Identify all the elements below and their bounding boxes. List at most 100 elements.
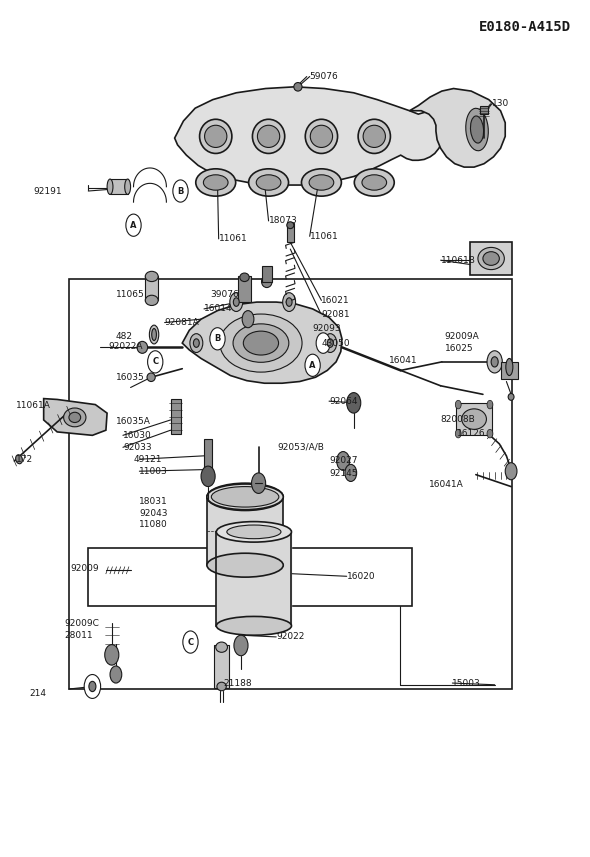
Text: 92145: 92145 (329, 470, 358, 478)
Ellipse shape (301, 169, 342, 196)
Bar (214, 645, 230, 688)
Bar (145, 277, 158, 300)
Ellipse shape (145, 296, 158, 305)
Ellipse shape (358, 119, 391, 153)
Ellipse shape (207, 483, 283, 511)
Circle shape (455, 400, 461, 409)
Ellipse shape (220, 314, 302, 372)
Circle shape (105, 644, 119, 665)
Text: 16035A: 16035A (116, 417, 151, 426)
Ellipse shape (257, 125, 280, 147)
Text: 18073: 18073 (268, 217, 297, 225)
Text: 11061A: 11061A (16, 401, 51, 410)
Text: B: B (178, 187, 183, 195)
Circle shape (487, 429, 493, 438)
Text: 92027: 92027 (329, 457, 358, 465)
Text: 11061B: 11061B (441, 255, 476, 265)
Polygon shape (217, 532, 291, 626)
Circle shape (190, 333, 203, 352)
Circle shape (89, 681, 96, 692)
Bar (500, 362, 518, 379)
Ellipse shape (147, 373, 155, 381)
Text: 49121: 49121 (133, 455, 162, 464)
Text: E0180-A415D: E0180-A415D (479, 21, 571, 34)
Circle shape (327, 339, 333, 347)
Circle shape (347, 393, 360, 413)
Ellipse shape (124, 179, 130, 195)
Text: 92064: 92064 (329, 397, 358, 405)
Text: C: C (152, 357, 158, 367)
Circle shape (316, 333, 330, 353)
Polygon shape (409, 88, 505, 167)
Text: 16030: 16030 (123, 431, 152, 440)
Text: 214: 214 (30, 689, 47, 698)
Ellipse shape (248, 169, 289, 196)
Bar (457, 403, 491, 435)
Ellipse shape (466, 108, 489, 151)
Bar (204, 439, 212, 473)
Circle shape (173, 180, 188, 202)
Bar (171, 399, 181, 434)
Text: 16025: 16025 (445, 344, 473, 353)
Text: 11080: 11080 (139, 519, 168, 529)
Circle shape (183, 631, 198, 653)
Text: 92081: 92081 (322, 310, 350, 320)
Circle shape (210, 327, 225, 350)
Circle shape (148, 351, 163, 373)
Polygon shape (44, 399, 107, 435)
Ellipse shape (152, 328, 156, 340)
Text: C: C (188, 638, 194, 646)
Ellipse shape (483, 252, 499, 266)
Circle shape (487, 351, 502, 373)
Circle shape (487, 400, 493, 409)
Text: 16041A: 16041A (429, 481, 464, 489)
Ellipse shape (204, 175, 228, 190)
Ellipse shape (217, 682, 227, 691)
Ellipse shape (199, 119, 232, 153)
Text: 15003: 15003 (453, 679, 481, 687)
Text: 16126: 16126 (457, 429, 485, 438)
Circle shape (251, 473, 266, 494)
Text: 92081A: 92081A (165, 318, 199, 327)
Circle shape (505, 463, 517, 480)
Circle shape (126, 214, 141, 237)
Ellipse shape (355, 169, 394, 196)
Text: 11061: 11061 (219, 234, 247, 243)
Text: 43050: 43050 (322, 339, 350, 348)
Ellipse shape (216, 642, 228, 652)
Text: 482: 482 (116, 332, 133, 341)
Text: 11061: 11061 (310, 231, 339, 241)
Ellipse shape (149, 325, 159, 344)
Ellipse shape (462, 409, 486, 429)
Ellipse shape (253, 119, 285, 153)
Text: 11003: 11003 (139, 467, 168, 476)
Ellipse shape (69, 412, 81, 423)
Bar (470, 243, 512, 275)
Circle shape (201, 466, 215, 487)
Bar (480, 105, 488, 114)
Text: 11065: 11065 (116, 290, 145, 299)
Text: 92093: 92093 (313, 324, 341, 333)
Text: 172: 172 (16, 455, 33, 464)
Text: 16041: 16041 (389, 356, 418, 365)
Ellipse shape (256, 175, 281, 190)
Circle shape (242, 310, 254, 327)
Polygon shape (182, 302, 342, 383)
Ellipse shape (261, 276, 272, 288)
Ellipse shape (362, 175, 386, 190)
Ellipse shape (196, 169, 235, 196)
Ellipse shape (207, 484, 283, 510)
Ellipse shape (506, 358, 513, 375)
Text: 92009A: 92009A (445, 332, 480, 341)
Ellipse shape (287, 222, 294, 229)
Ellipse shape (294, 82, 302, 91)
Text: 39076: 39076 (210, 290, 238, 299)
Ellipse shape (227, 525, 281, 539)
Text: 59076: 59076 (310, 72, 339, 81)
Bar (238, 277, 251, 302)
Ellipse shape (217, 522, 291, 542)
Ellipse shape (240, 273, 249, 282)
Ellipse shape (15, 455, 22, 464)
Circle shape (234, 635, 248, 656)
Ellipse shape (64, 408, 86, 427)
